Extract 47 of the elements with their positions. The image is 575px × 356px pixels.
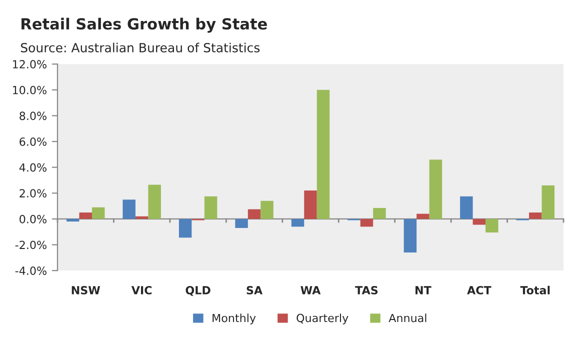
y-tick-label: 6.0% (20, 137, 46, 146)
chart-title: Retail Sales Growth by State (22, 18, 267, 33)
bar (122, 200, 136, 219)
y-tick-label: -4.0% (15, 266, 46, 275)
x-tick-label: NT (416, 286, 432, 294)
source-note: Source: Australian Bureau of Statistics (20, 42, 260, 52)
y-tick-label: -2.0% (15, 240, 46, 250)
bar (404, 218, 417, 252)
bar (248, 209, 261, 219)
bar (148, 184, 161, 219)
bar (416, 214, 430, 219)
x-tick-label: TAS (355, 286, 378, 294)
bar (92, 207, 105, 219)
x-tick-label: ACT (467, 286, 492, 294)
y-tick-label: 10.0% (13, 86, 46, 94)
bar (291, 218, 304, 227)
bar (472, 218, 486, 225)
x-tick-label: Total (520, 286, 550, 294)
bar (542, 185, 555, 219)
bar (204, 196, 218, 219)
legend-label: Annual (388, 314, 426, 322)
bar (429, 160, 442, 219)
bar (79, 212, 92, 219)
bar (373, 208, 386, 219)
x-tick-label: QLD (186, 286, 210, 296)
bar (235, 218, 248, 228)
bar (304, 190, 317, 219)
y-tick-label: 2.0% (20, 189, 46, 198)
y-tick-label: 4.0% (19, 163, 46, 172)
bar (360, 218, 374, 227)
bar (66, 218, 80, 222)
bar (460, 196, 473, 219)
legend-label: Quarterly (296, 314, 348, 324)
bar (529, 212, 542, 219)
legend-label: Monthly (212, 314, 256, 324)
x-tick-label: WA (300, 286, 321, 294)
y-tick-label: 12.0% (13, 60, 46, 68)
bar (260, 200, 274, 219)
x-tick-label: VIC (131, 286, 152, 294)
x-tick-label: NSW (72, 286, 100, 294)
bar (486, 218, 498, 232)
bar (178, 218, 192, 238)
y-tick-label: 0.0% (20, 214, 46, 224)
bar (316, 90, 330, 219)
y-tick-label: 8.0% (20, 112, 46, 120)
bar (135, 216, 148, 219)
x-tick-label: SA (246, 286, 263, 294)
